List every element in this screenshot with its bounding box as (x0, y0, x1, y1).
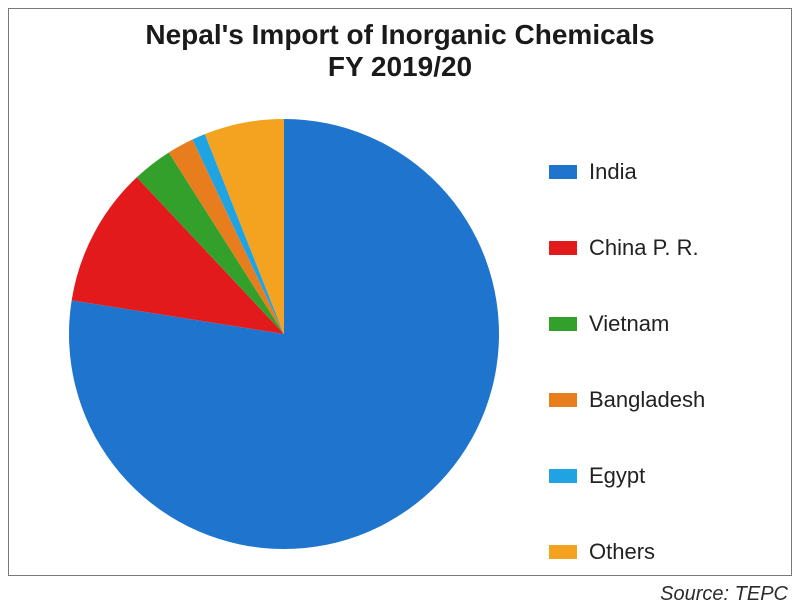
chart-title: Nepal's Import of Inorganic Chemicals FY… (9, 19, 791, 83)
legend-item: China P. R. (549, 235, 705, 261)
legend-item: Vietnam (549, 311, 705, 337)
legend-item: Bangladesh (549, 387, 705, 413)
legend-item: Egypt (549, 463, 705, 489)
legend-label: Vietnam (589, 311, 669, 337)
legend-swatch (549, 165, 577, 179)
pie-svg (67, 117, 501, 551)
legend-swatch (549, 393, 577, 407)
legend-label: Others (589, 539, 655, 565)
legend-label: India (589, 159, 637, 185)
legend-item: Others (549, 539, 705, 565)
legend-label: China P. R. (589, 235, 699, 261)
chart-border: Nepal's Import of Inorganic Chemicals FY… (8, 8, 792, 576)
source-text: Source: TEPC (660, 583, 788, 606)
legend-swatch (549, 317, 577, 331)
legend-item: India (549, 159, 705, 185)
pie-chart (67, 117, 501, 551)
legend-swatch (549, 241, 577, 255)
legend-swatch (549, 545, 577, 559)
legend-label: Bangladesh (589, 387, 705, 413)
chart-frame: Nepal's Import of Inorganic Chemicals FY… (0, 0, 800, 612)
legend: India China P. R. Vietnam Bangladesh Egypt Ot… (549, 159, 705, 565)
legend-swatch (549, 469, 577, 483)
legend-label: Egypt (589, 463, 645, 489)
